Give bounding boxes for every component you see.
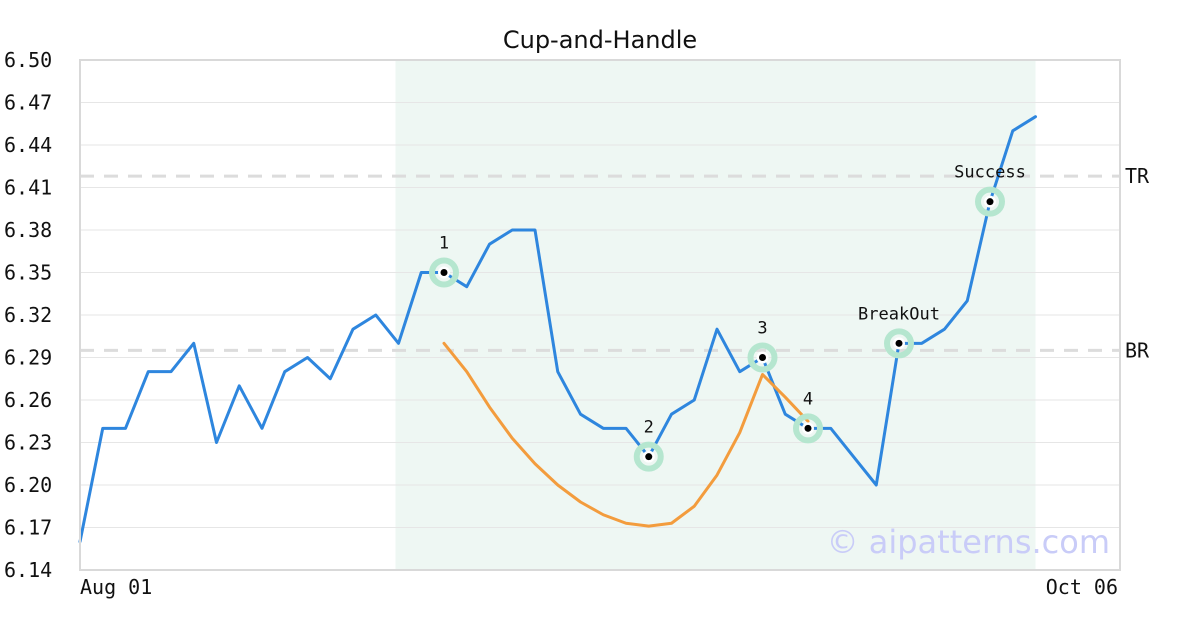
y-tick-label: 6.17 [4, 516, 52, 540]
point-marker-ring-2 [633, 441, 664, 472]
point-marker-ring-success [975, 186, 1005, 217]
point-label-4: 4 [803, 389, 813, 409]
y-tick-label: 6.35 [4, 261, 52, 285]
point-marker-dot-4 [804, 424, 812, 432]
point-marker-ring-4 [793, 413, 823, 444]
point-marker-ring-1 [429, 257, 459, 288]
price-line [78, 115, 1037, 544]
y-tick-label: 6.32 [4, 303, 52, 327]
y-tick-label: 6.38 [4, 218, 52, 242]
point-marker-dot-1 [440, 269, 448, 276]
y-tick-label: 6.47 [4, 91, 52, 115]
reference-label-tr: TR [1125, 164, 1150, 188]
point-label-3: 3 [757, 319, 767, 339]
point-label-1: 1 [439, 234, 449, 254]
point-label-success: Success [954, 163, 1026, 183]
reference-label-br: BR [1125, 338, 1150, 362]
y-tick-label: 6.14 [4, 558, 52, 582]
y-tick-label: 6.29 [4, 346, 52, 370]
point-marker-ring-3 [747, 342, 778, 373]
y-tick-label: 6.23 [4, 431, 52, 455]
point-label-2: 2 [644, 418, 654, 438]
x-tick-end: Oct 06 [1046, 575, 1118, 599]
plot-frame [79, 59, 1121, 571]
point-label-breakout: BreakOut [858, 304, 940, 324]
x-tick-start: Aug 01 [80, 575, 152, 599]
y-tick-label: 6.41 [4, 176, 52, 200]
y-tick-label: 6.20 [4, 473, 52, 497]
point-marker-dot-2 [645, 453, 653, 461]
chart-title: Cup-and-Handle [503, 26, 697, 54]
point-marker-dot-success [986, 198, 994, 206]
point-marker-dot-3 [759, 354, 766, 361]
point-marker-dot-breakout [895, 339, 903, 347]
watermark: © aipatterns.com [827, 523, 1110, 561]
y-tick-label: 6.44 [4, 133, 52, 157]
y-tick-label: 6.50 [4, 48, 52, 72]
cup-curve-line [442, 341, 810, 528]
y-tick-label: 6.26 [4, 388, 52, 412]
point-marker-ring-breakout [884, 328, 914, 359]
